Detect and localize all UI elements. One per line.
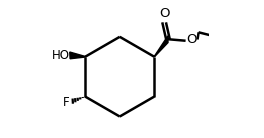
Text: O: O: [186, 33, 197, 46]
Text: F: F: [62, 96, 69, 109]
Polygon shape: [154, 36, 168, 57]
Text: O: O: [159, 7, 169, 20]
Polygon shape: [70, 52, 85, 59]
Text: HO: HO: [52, 49, 70, 62]
